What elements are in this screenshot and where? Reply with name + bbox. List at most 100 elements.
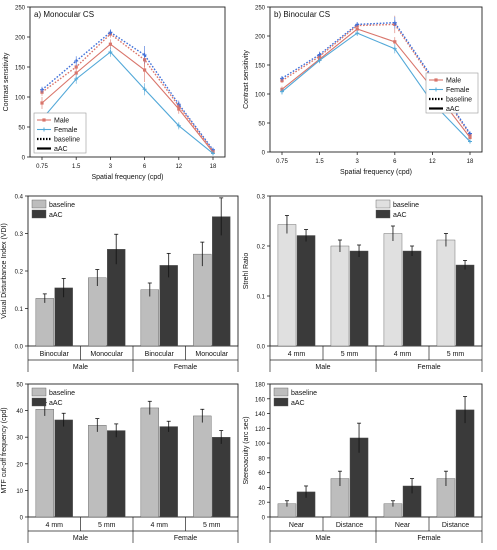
data-point — [108, 30, 113, 35]
data-point — [317, 52, 322, 57]
x-tick-label: 5 mm — [98, 522, 116, 529]
legend-swatch — [31, 387, 47, 397]
x-tick-label: 6 — [143, 164, 147, 170]
x-tick-label: Distance — [442, 522, 469, 529]
chart-e: 0 10 20 30 40 50 MTF cut-off frequency (cpd) 4 … — [1, 383, 239, 543]
chart-a: 0 50 100 150 200 250 Contrast sensitivity 0.75 1… — [3, 6, 226, 181]
legend-marker — [42, 118, 46, 122]
x-tick-label: 6 — [393, 159, 397, 165]
y-tick-label: 180 — [255, 383, 266, 389]
data-point — [40, 101, 44, 105]
data-point — [392, 46, 397, 51]
legend-label: aAC — [393, 212, 407, 219]
series-line — [41, 31, 214, 151]
legend-label: Male — [54, 118, 69, 125]
y-tick-label: 0.0 — [15, 345, 24, 351]
data-point — [142, 53, 147, 57]
bar — [212, 216, 231, 347]
bar — [159, 426, 178, 518]
bar — [349, 250, 369, 347]
group-label: Female — [417, 535, 440, 542]
legend-label: Male — [446, 78, 461, 85]
y-tick-label: 0.2 — [15, 270, 24, 276]
group-label: Male — [73, 364, 88, 371]
bar — [35, 409, 54, 518]
y-tick-label: 40 — [16, 409, 23, 415]
legend-label: baseline — [446, 97, 472, 104]
y-tick-label: 50 — [16, 383, 23, 389]
data-point — [468, 135, 472, 140]
legend-label: aAC — [291, 400, 305, 407]
data-point — [468, 131, 472, 136]
bar — [107, 430, 126, 518]
y-tick-label: 50 — [18, 126, 25, 132]
y-tick-label: 140 — [255, 412, 266, 418]
x-tick-label: 12 — [175, 164, 182, 170]
x-axis-label: Spatial frequency (cpd) — [92, 174, 164, 181]
y-tick-label: 0 — [262, 151, 266, 157]
x-tick-label: 1.5 — [72, 164, 81, 170]
data-point — [393, 40, 397, 44]
y-axis-label: Strehl Ratio — [243, 253, 250, 290]
bar — [455, 409, 475, 518]
bar — [54, 419, 73, 518]
legend-label: aAC — [446, 106, 460, 113]
legend-label: baseline — [291, 390, 317, 397]
x-tick-label: 0.75 — [36, 164, 48, 170]
y-tick-label: 120 — [255, 427, 266, 433]
legend-swatch — [375, 209, 391, 219]
y-tick-label: 160 — [255, 397, 266, 403]
x-tick-label: 12 — [429, 159, 436, 165]
x-tick-label: 3 — [356, 159, 360, 165]
data-point — [355, 27, 359, 31]
legend: baseline aAC — [31, 387, 75, 407]
y-tick-label: 0.2 — [257, 245, 266, 251]
x-tick-label: 5 mm — [341, 351, 359, 358]
bar — [35, 298, 54, 347]
group-label: Female — [174, 535, 197, 542]
x-tick-label: 4 mm — [46, 522, 64, 529]
data-point — [280, 89, 284, 94]
chart-c: 0.0 0.1 0.2 0.3 0.4 Visual Disturbance Index … — [1, 195, 239, 372]
bar — [140, 407, 159, 518]
legend-label: aAC — [49, 212, 63, 219]
y-tick-label: 100 — [255, 93, 266, 99]
x-tick-label: 4 mm — [151, 522, 169, 529]
chart-b: 0 50 100 150 200 250 Contrast sensitivity 0.75 1… — [243, 6, 483, 176]
legend-swatch — [273, 387, 289, 397]
plot-frame — [269, 6, 483, 153]
x-tick-label: Monocular — [195, 351, 228, 358]
y-axis-label: Visual Disturbance Index (VDI) — [1, 223, 8, 319]
data-point — [355, 31, 360, 36]
x-tick-label: Near — [289, 522, 305, 529]
y-tick-label: 50 — [258, 122, 265, 128]
y-tick-label: 0 — [262, 516, 266, 522]
data-point — [74, 77, 79, 81]
x-tick-label: 4 mm — [288, 351, 306, 358]
y-tick-label: 0 — [20, 516, 24, 522]
data-point — [280, 76, 284, 81]
legend-marker — [434, 78, 438, 82]
chart-f: 0 20 40 60 80 100 120 140 160 180 Stereoacuity (ar… — [243, 383, 483, 543]
x-tick-label: 18 — [210, 164, 217, 170]
data-point — [74, 71, 78, 75]
y-tick-label: 0 — [22, 156, 26, 162]
bar — [330, 245, 350, 347]
bar — [402, 250, 422, 347]
data-point — [143, 68, 147, 72]
y-tick-label: 0.0 — [257, 345, 266, 351]
x-tick-label: 0.75 — [276, 159, 288, 165]
y-tick-label: 30 — [16, 436, 23, 442]
x-tick-label: 4 mm — [394, 351, 412, 358]
legend-label: baseline — [393, 202, 419, 209]
y-tick-label: 100 — [255, 442, 266, 448]
x-tick-label: Binocular — [40, 351, 70, 358]
data-point — [317, 58, 322, 63]
group-label: Female — [174, 364, 197, 371]
data-point — [468, 139, 472, 144]
y-tick-label: 0.3 — [257, 195, 266, 201]
data-point — [142, 87, 147, 92]
series-line — [41, 33, 214, 152]
y-tick-label: 20 — [258, 501, 265, 507]
